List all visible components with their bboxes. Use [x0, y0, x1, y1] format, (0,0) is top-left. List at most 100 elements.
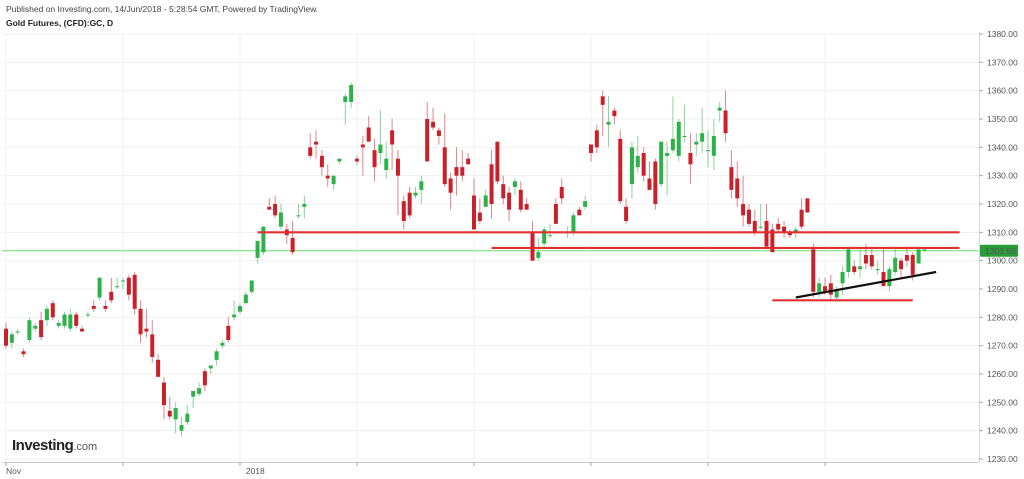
candle[interactable]	[27, 317, 32, 343]
candle[interactable]	[255, 240, 260, 264]
candle[interactable]	[536, 238, 541, 261]
candle[interactable]	[121, 277, 125, 289]
candle[interactable]	[9, 331, 14, 349]
candle[interactable]	[115, 277, 120, 289]
candle[interactable]	[589, 144, 593, 162]
candle[interactable]	[85, 311, 90, 318]
candle[interactable]	[466, 153, 471, 165]
candle[interactable]	[472, 178, 476, 230]
candle[interactable]	[267, 198, 272, 210]
candle[interactable]	[688, 133, 693, 185]
candle[interactable]	[834, 286, 839, 301]
candle[interactable]	[653, 158, 658, 210]
candle[interactable]	[372, 138, 377, 182]
candle[interactable]	[899, 257, 904, 278]
candle[interactable]	[629, 141, 634, 199]
candle[interactable]	[483, 189, 488, 207]
candle[interactable]	[916, 246, 921, 264]
candle[interactable]	[700, 107, 705, 153]
candle[interactable]	[477, 198, 482, 224]
candle[interactable]	[360, 136, 365, 176]
candle[interactable]	[647, 161, 652, 190]
candle[interactable]	[922, 249, 927, 253]
candle[interactable]	[512, 178, 517, 196]
candle[interactable]	[33, 323, 38, 332]
candle[interactable]	[378, 110, 383, 165]
candle[interactable]	[746, 204, 751, 227]
candle[interactable]	[840, 266, 845, 295]
candle[interactable]	[758, 204, 763, 230]
candle[interactable]	[442, 113, 447, 187]
candle[interactable]	[15, 328, 20, 335]
candle[interactable]	[869, 249, 874, 270]
candle[interactable]	[752, 209, 757, 236]
candle[interactable]	[395, 150, 400, 216]
candle[interactable]	[343, 93, 348, 125]
candle[interactable]	[97, 277, 102, 301]
candle[interactable]	[583, 195, 588, 210]
candle[interactable]	[419, 175, 424, 204]
candle[interactable]	[349, 82, 354, 108]
candle[interactable]	[682, 104, 687, 142]
candle[interactable]	[161, 376, 166, 420]
candle[interactable]	[407, 187, 412, 219]
candle[interactable]	[290, 221, 295, 255]
candle[interactable]	[782, 221, 787, 238]
candle[interactable]	[156, 354, 161, 377]
candle[interactable]	[337, 158, 342, 165]
candle[interactable]	[331, 175, 336, 190]
candle[interactable]	[50, 300, 55, 321]
candle[interactable]	[881, 249, 886, 287]
candle[interactable]	[729, 150, 734, 199]
candle[interactable]	[858, 249, 863, 278]
candle[interactable]	[80, 325, 85, 332]
candle[interactable]	[314, 130, 319, 159]
candle[interactable]	[191, 391, 196, 408]
candle[interactable]	[828, 274, 833, 301]
candle[interactable]	[805, 198, 810, 213]
candle[interactable]	[4, 323, 8, 349]
candle[interactable]	[232, 300, 237, 321]
candle[interactable]	[278, 204, 283, 230]
candle[interactable]	[776, 218, 781, 233]
candle[interactable]	[735, 161, 740, 207]
candle[interactable]	[56, 320, 61, 329]
candle[interactable]	[706, 130, 710, 168]
candle[interactable]	[249, 280, 254, 295]
candle[interactable]	[600, 90, 605, 136]
candle[interactable]	[390, 119, 395, 170]
candle[interactable]	[542, 226, 547, 247]
candle[interactable]	[214, 348, 219, 366]
candle[interactable]	[74, 311, 79, 329]
candle[interactable]	[448, 172, 453, 210]
candle[interactable]	[243, 291, 248, 304]
candle[interactable]	[226, 317, 231, 343]
candle[interactable]	[220, 340, 225, 349]
candle[interactable]	[68, 308, 73, 332]
candle[interactable]	[109, 277, 114, 304]
candle[interactable]	[606, 96, 611, 148]
candle[interactable]	[659, 141, 664, 187]
candle[interactable]	[138, 300, 143, 343]
candle[interactable]	[811, 243, 816, 298]
candle[interactable]	[319, 150, 324, 176]
candle[interactable]	[238, 303, 242, 315]
candle[interactable]	[460, 150, 465, 182]
candle[interactable]	[302, 195, 307, 219]
candle[interactable]	[559, 178, 564, 205]
candle[interactable]	[366, 116, 371, 142]
candle[interactable]	[284, 223, 289, 244]
candle[interactable]	[308, 133, 313, 159]
candle[interactable]	[723, 90, 728, 142]
candle[interactable]	[670, 96, 675, 153]
candle[interactable]	[518, 181, 523, 213]
candle[interactable]	[635, 136, 640, 173]
candle[interactable]	[150, 320, 155, 363]
candle[interactable]	[132, 272, 137, 315]
candle[interactable]	[530, 221, 535, 261]
candle[interactable]	[197, 382, 202, 397]
candle[interactable]	[126, 274, 131, 301]
candle[interactable]	[167, 396, 172, 420]
candle[interactable]	[401, 195, 406, 230]
candle[interactable]	[887, 266, 892, 292]
